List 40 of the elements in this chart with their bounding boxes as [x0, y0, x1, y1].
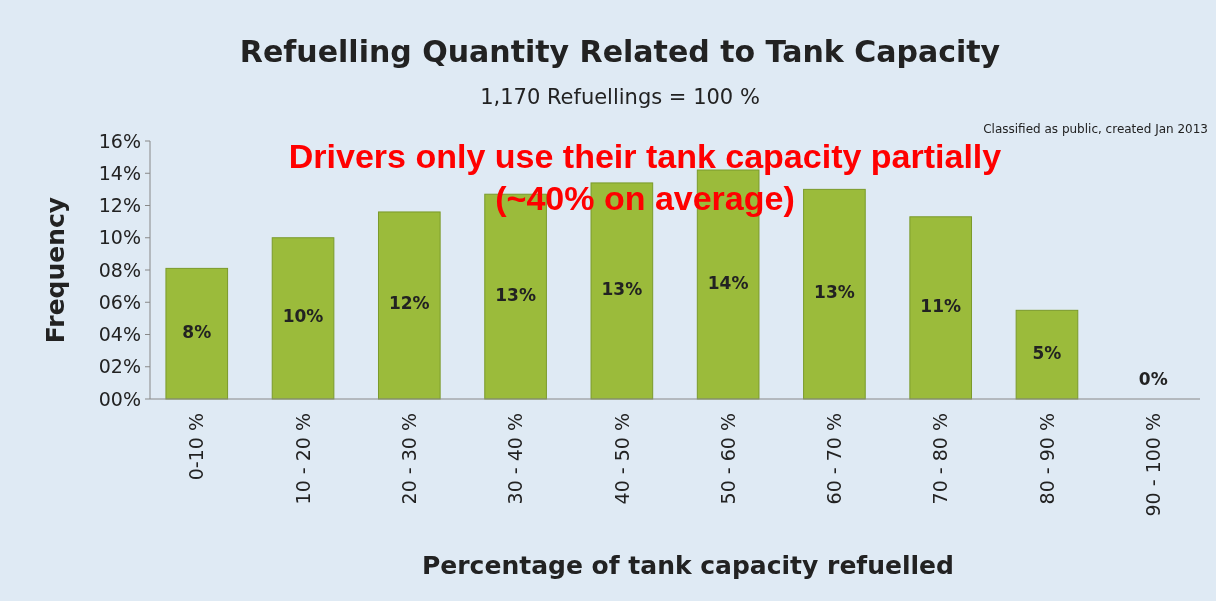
x-tick-label: 90 - 100 % [1141, 413, 1164, 517]
y-tick-label: 04% [98, 323, 141, 346]
x-tick-label: 50 - 60 % [716, 413, 739, 505]
x-tick-label: 10 - 20 % [291, 413, 314, 505]
bar [377, 211, 441, 400]
y-tick-label: 16% [98, 129, 141, 152]
y-tick-label: 10% [98, 226, 141, 249]
x-axis-title: Percentage of tank capacity refuelled [422, 551, 954, 580]
x-tick-label: 70 - 80 % [929, 413, 952, 505]
data-label: 13% [601, 278, 643, 299]
y-axis-title: Frequency [41, 196, 70, 344]
x-tick-label: 40 - 50 % [610, 413, 633, 505]
y-tick-label: 08% [98, 258, 141, 281]
x-tick-label: 20 - 30 % [397, 413, 420, 505]
data-label: 8% [182, 321, 212, 342]
data-label: 0% [1138, 369, 1168, 389]
data-label: 5% [1032, 342, 1062, 363]
data-label: 13% [495, 284, 536, 305]
data-label: 13% [814, 282, 855, 303]
y-tick-label: 14% [98, 161, 141, 184]
data-label: 12% [388, 293, 430, 314]
text: Classified as public, created Jan 2013 [983, 122, 1208, 136]
bar [165, 267, 229, 400]
y-tick-label: 00% [98, 387, 141, 410]
y-tick-label: 06% [98, 290, 141, 313]
data-label: 14% [707, 272, 749, 293]
bar [271, 237, 335, 400]
chart-title: Refuelling Quantity Related to Tank Capacity [239, 34, 1001, 69]
chart-subtitle: 1,170 Refuellings = 100 % [480, 85, 760, 109]
y-tick-label: 02% [98, 355, 141, 378]
bar [909, 216, 973, 400]
data-label: 10% [282, 306, 324, 327]
x-tick-label: 60 - 70 % [823, 413, 846, 505]
bar [803, 188, 866, 400]
x-tick-label: 0-10 % [185, 413, 208, 481]
bar [1015, 309, 1079, 400]
data-label: 11% [920, 295, 962, 316]
y-tick-label: 12% [98, 194, 141, 217]
x-tick-label: 80 - 90 % [1035, 413, 1058, 505]
x-tick-label: 30 - 40 % [504, 413, 527, 505]
